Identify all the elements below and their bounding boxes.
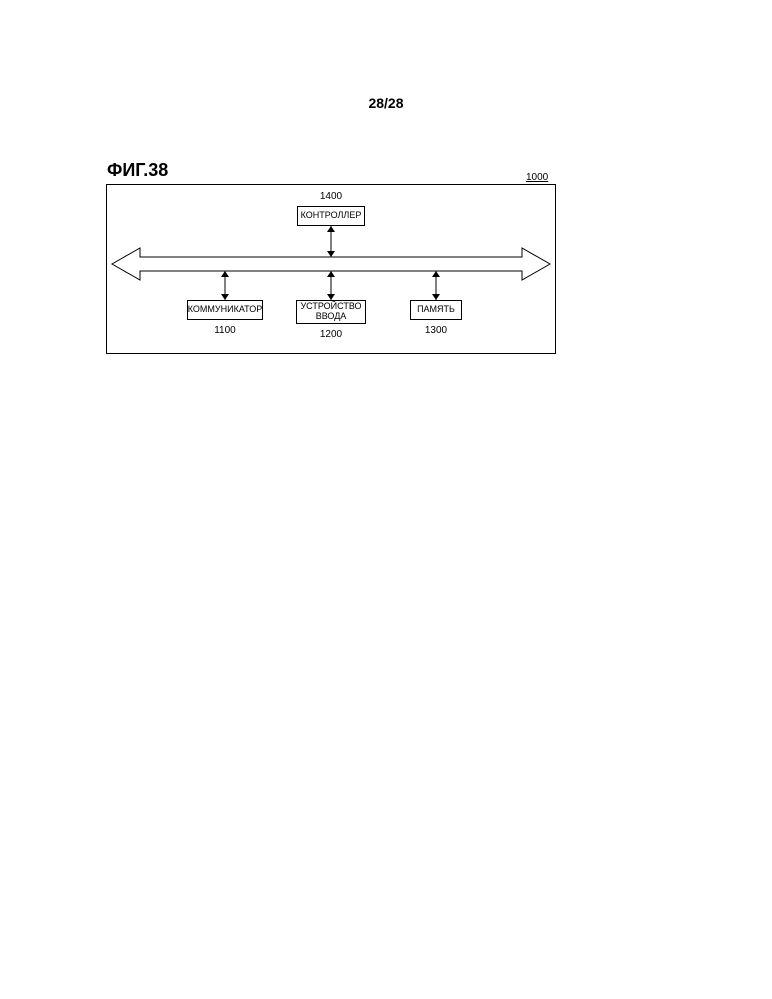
connector	[327, 226, 335, 257]
input-device-label: УСТРОЙСТВОВВОДА	[300, 302, 361, 322]
page: 28/28 ФИГ.38 1000 1400 КОНТРОЛЛЕР КОММУН…	[0, 0, 772, 999]
communicator-ref-number: 1100	[210, 325, 240, 336]
connector	[432, 271, 440, 300]
connector	[221, 271, 229, 300]
connector	[327, 271, 335, 300]
memory-ref-number: 1300	[421, 325, 451, 336]
communicator-label: КОММУНИКАТОР	[188, 305, 262, 315]
diagram-svg	[0, 0, 772, 999]
communicator-block: КОММУНИКАТОР	[187, 300, 263, 320]
memory-label: ПАМЯТЬ	[417, 305, 455, 315]
memory-block: ПАМЯТЬ	[410, 300, 462, 320]
input-device-block: УСТРОЙСТВОВВОДА	[296, 300, 366, 324]
input-device-ref-number: 1200	[316, 329, 346, 340]
